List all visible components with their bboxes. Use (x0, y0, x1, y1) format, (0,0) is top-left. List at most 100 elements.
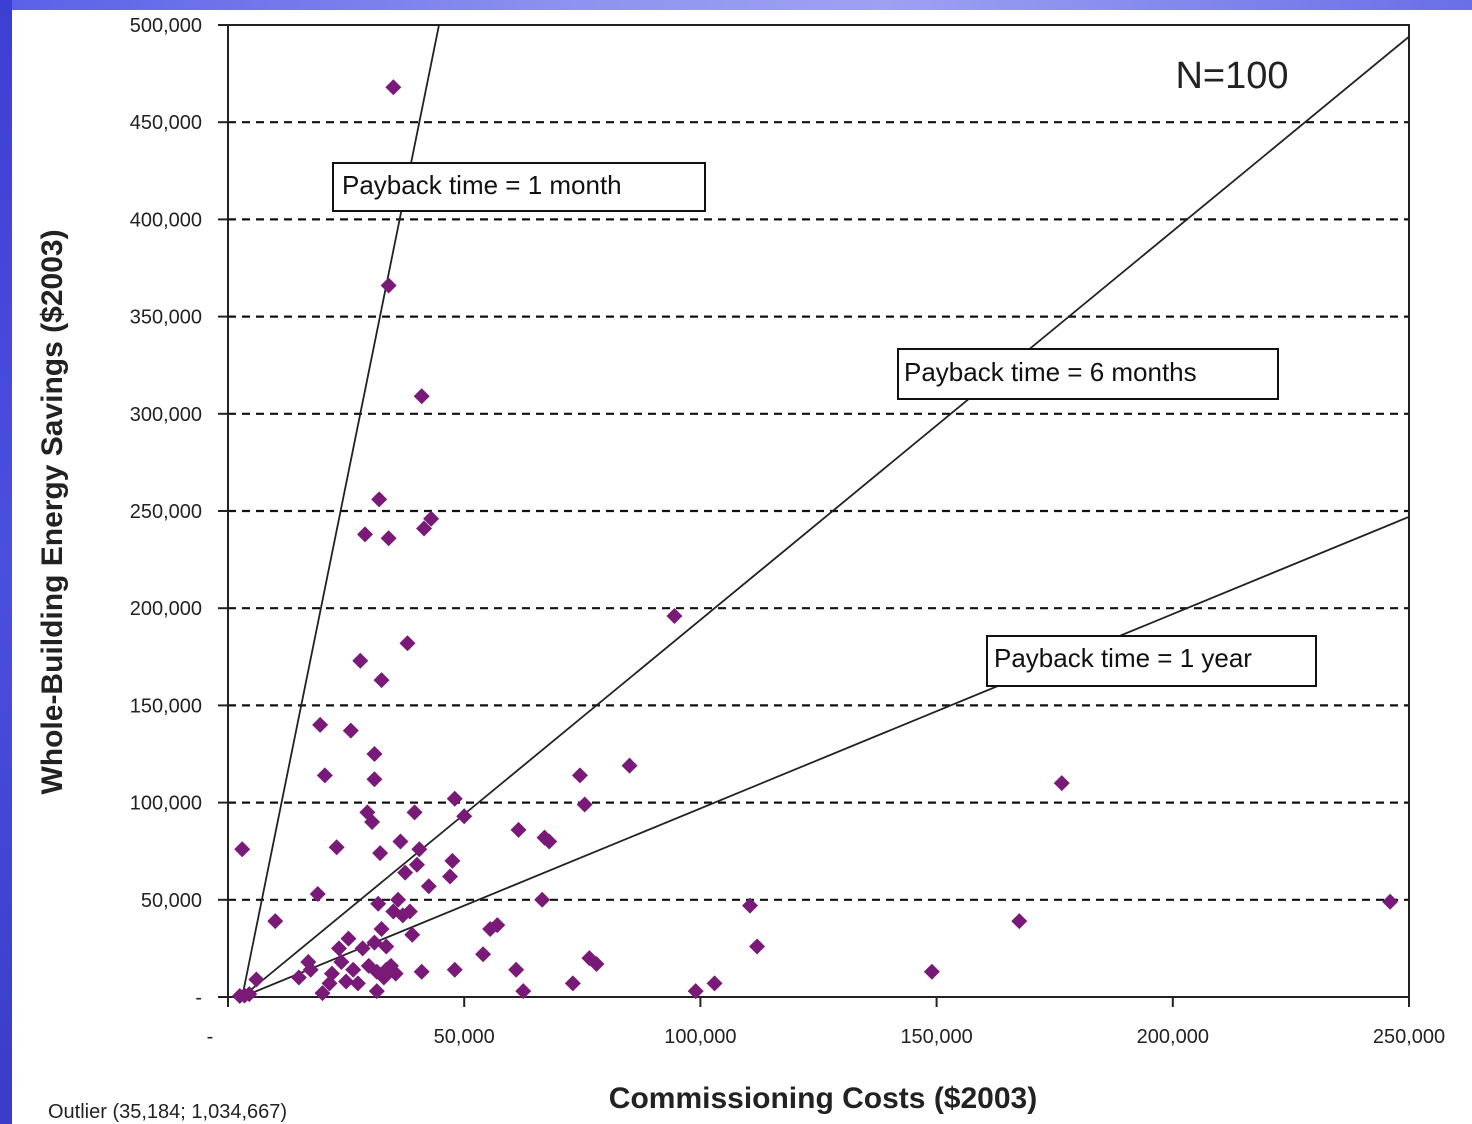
payback-label-box (897, 348, 1279, 400)
data-point (373, 672, 390, 689)
payback-label: Payback time = 1 month (342, 170, 622, 200)
payback-lines (241, 25, 1409, 997)
data-point (515, 983, 532, 1000)
data-point (576, 796, 593, 813)
y-tick-label: 300,000 (130, 404, 202, 426)
data-point (413, 388, 430, 405)
y-tick-label: 400,000 (130, 209, 202, 231)
data-point (621, 757, 638, 774)
data-point (706, 975, 723, 992)
data-point (349, 975, 366, 992)
data-point (1011, 913, 1028, 930)
data-point (290, 969, 307, 986)
data-point (352, 652, 369, 669)
x-tick-label: 250,000 (1373, 1026, 1445, 1048)
data-point (345, 961, 362, 978)
data-point (312, 716, 329, 733)
data-point (923, 963, 940, 980)
data-points (231, 79, 1399, 1005)
x-tick-label: 50,000 (434, 1026, 495, 1048)
y-axis-title: Whole-Building Energy Savings ($2003) (36, 229, 69, 794)
data-point (241, 986, 258, 1003)
sample-size-label: N=100 (1175, 55, 1288, 97)
data-point (456, 808, 473, 825)
x-axis-ticks: - 50,000 100,000 150,000 200,000 250,000 (207, 997, 1445, 1048)
y-tick-label: 100,000 (130, 793, 202, 815)
data-point (331, 940, 348, 957)
data-point (444, 852, 461, 869)
data-point (372, 845, 389, 862)
data-point (378, 938, 395, 955)
data-point (302, 961, 319, 978)
data-point (248, 971, 265, 988)
data-point (666, 607, 683, 624)
payback-annotations: Payback time = 1 month Payback time = 6 m… (332, 162, 1317, 687)
data-point (475, 946, 492, 963)
y-tick-label: - (195, 987, 202, 1009)
data-point (364, 814, 381, 831)
data-point (423, 510, 440, 527)
data-point (564, 975, 581, 992)
y-tick-label: 350,000 (130, 307, 202, 329)
data-point (380, 530, 397, 547)
x-tick-label: 150,000 (900, 1026, 972, 1048)
data-point (749, 938, 766, 955)
data-point (387, 965, 404, 982)
y-tick-label: 200,000 (130, 598, 202, 620)
data-point (1053, 775, 1070, 792)
y-tick-label: 450,000 (130, 112, 202, 134)
y-tick-label: 250,000 (130, 501, 202, 523)
data-point (1382, 893, 1399, 910)
data-point (354, 940, 371, 957)
payback-line (241, 35, 1409, 997)
payback-label: Payback time = 1 year (994, 643, 1252, 673)
payback-label: Payback time = 6 months (904, 357, 1197, 387)
data-point (397, 864, 414, 881)
data-point (366, 746, 383, 762)
data-point (368, 983, 385, 1000)
data-point (366, 771, 383, 788)
data-point (373, 920, 390, 937)
data-point (446, 790, 463, 807)
payback-label-box (332, 162, 706, 212)
data-point (323, 965, 340, 982)
data-point (309, 885, 326, 902)
data-point (340, 930, 357, 947)
data-point (404, 926, 421, 943)
payback-line (241, 515, 1409, 997)
data-point (342, 722, 359, 739)
data-point (541, 833, 558, 850)
data-point (442, 868, 459, 885)
data-point (413, 963, 430, 980)
data-point (420, 878, 437, 895)
y-tick-label: 50,000 (141, 890, 202, 912)
data-point (416, 520, 433, 537)
top-gradient-strip (0, 0, 1472, 10)
data-point (267, 913, 284, 930)
x-tick-label: 100,000 (664, 1026, 736, 1048)
data-point (742, 897, 759, 914)
y-tick-label: 500,000 (130, 15, 202, 37)
y-tick-label: 150,000 (130, 695, 202, 717)
data-point (489, 917, 506, 934)
data-point (588, 955, 605, 972)
data-point (380, 277, 397, 294)
data-point (534, 891, 551, 908)
data-point (510, 821, 527, 838)
data-point (508, 961, 525, 978)
left-gradient-strip (0, 0, 12, 1124)
data-point (370, 895, 387, 912)
y-axis-ticks: - 50,000 100,000 150,000 200,000 250,000 300,0… (130, 15, 228, 1009)
data-point (333, 954, 350, 971)
data-point (314, 985, 331, 1002)
data-point (392, 833, 409, 850)
x-tick-label: - (207, 1026, 214, 1048)
data-point (328, 839, 345, 856)
data-point (401, 903, 418, 920)
x-tick-label: 200,000 (1137, 1026, 1209, 1048)
data-point (234, 841, 251, 858)
data-point (338, 973, 355, 990)
data-point (399, 635, 416, 652)
data-point (371, 491, 388, 508)
